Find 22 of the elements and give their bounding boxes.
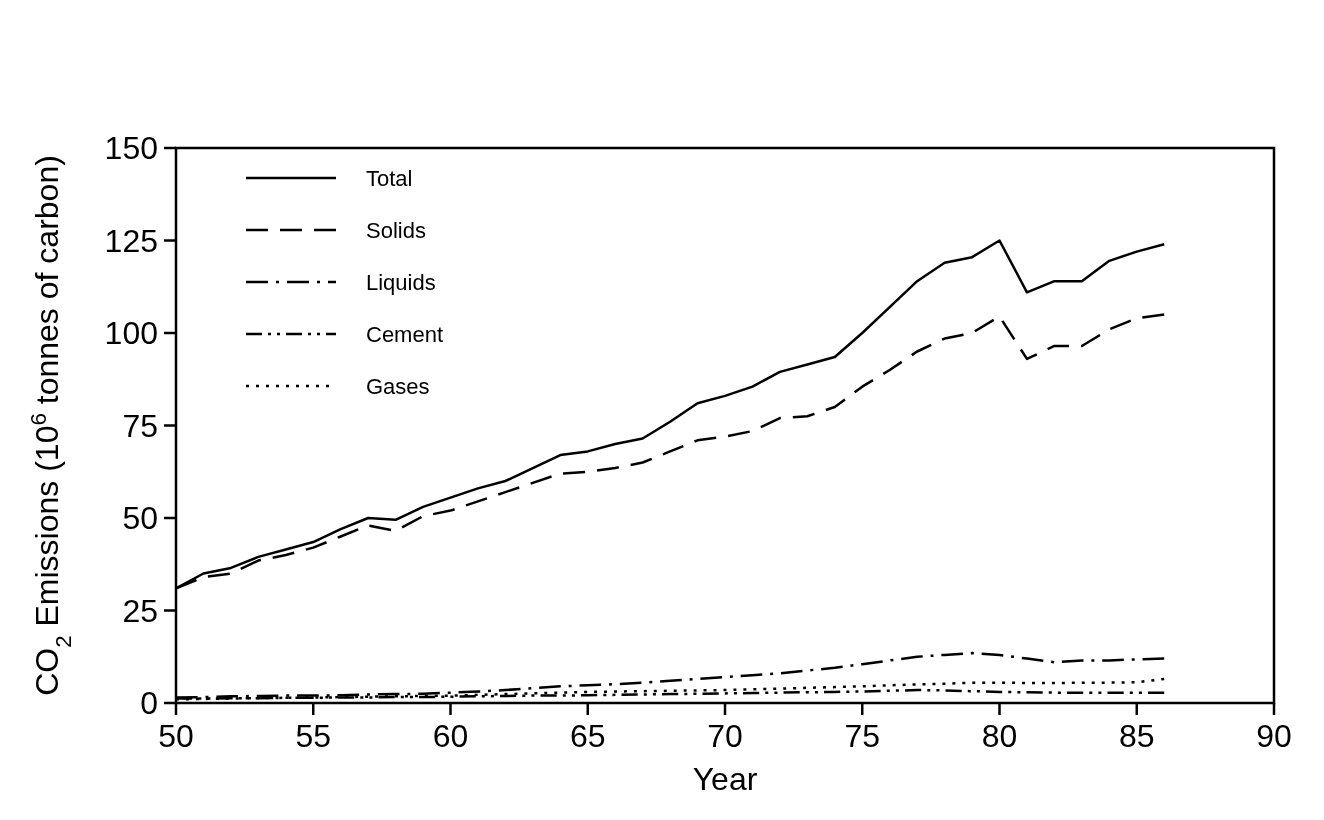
y-tick-label: 50 <box>122 500 158 536</box>
x-tick-label: 75 <box>844 718 881 754</box>
x-tick-label: 65 <box>569 718 606 754</box>
y-tick-label: 150 <box>104 130 158 166</box>
legend-label: Solids <box>366 218 426 243</box>
legend-label: Cement <box>366 322 444 347</box>
x-tick-label: 60 <box>432 718 469 754</box>
legend-label: Liquids <box>366 270 436 295</box>
legend-label: Gases <box>366 374 430 399</box>
x-tick-label: 80 <box>981 718 1018 754</box>
x-tick-label: 50 <box>158 718 194 754</box>
x-tick-label: 55 <box>295 718 332 754</box>
x-tick-label: 70 <box>707 718 743 754</box>
x-axis-title: Year <box>692 761 758 797</box>
y-tick-label: 25 <box>122 592 158 629</box>
y-tick-label: 0 <box>140 685 158 721</box>
x-tick-label: 85 <box>1118 718 1155 754</box>
x-tick-label: 90 <box>1256 718 1292 754</box>
y-tick-label: 125 <box>104 222 158 259</box>
legend-label: Total <box>366 166 413 191</box>
y-tick-label: 75 <box>122 407 158 444</box>
y-tick-label: 100 <box>104 315 158 351</box>
